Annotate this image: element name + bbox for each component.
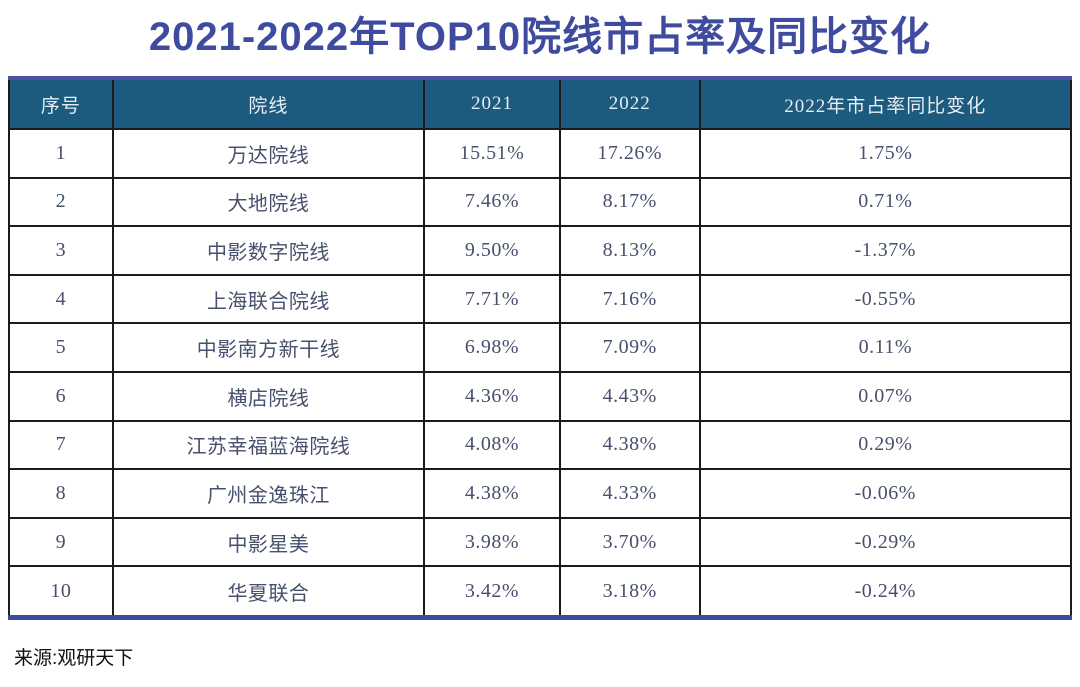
cell-2021-share: 4.38%: [423, 468, 561, 519]
cell-yoy-change: -0.55%: [698, 273, 1073, 325]
cell-rank: 1: [8, 128, 114, 179]
cell-yoy-change: 0.29%: [698, 419, 1073, 471]
column-header: 2022年市占率同比变化: [698, 80, 1073, 130]
cell-2022-share: 4.43%: [558, 370, 701, 422]
cell-cinema-chain: 万达院线: [111, 128, 426, 179]
column-header: 2021: [423, 80, 561, 130]
table-row: 1 万达院线 15.51% 17.26% 1.75%: [8, 128, 1073, 179]
cell-rank: 2: [8, 176, 114, 228]
column-header: 2022: [558, 80, 701, 130]
table-row: 3 中影数字院线 9.50% 8.13% -1.37%: [8, 225, 1073, 276]
cell-yoy-change: -0.24%: [698, 565, 1073, 615]
cell-cinema-chain: 江苏幸福蓝海院线: [111, 419, 426, 471]
cell-2022-share: 7.16%: [558, 273, 701, 325]
cell-cinema-chain: 上海联合院线: [111, 273, 426, 325]
cell-2021-share: 9.50%: [423, 225, 561, 276]
cell-yoy-change: 0.71%: [698, 176, 1073, 228]
cell-2021-share: 3.98%: [423, 516, 561, 568]
cell-yoy-change: -0.29%: [698, 516, 1073, 568]
table-row: 10 华夏联合 3.42% 3.18% -0.24%: [8, 565, 1073, 615]
cell-cinema-chain: 中影星美: [111, 516, 426, 568]
table-row: 6 横店院线 4.36% 4.43% 0.07%: [8, 370, 1073, 422]
column-header: 序号: [8, 80, 114, 130]
cell-cinema-chain: 华夏联合: [111, 565, 426, 615]
cell-yoy-change: 0.07%: [698, 370, 1073, 422]
table-row: 4 上海联合院线 7.71% 7.16% -0.55%: [8, 273, 1073, 325]
cell-2022-share: 3.18%: [558, 565, 701, 615]
cell-rank: 9: [8, 516, 114, 568]
cell-2021-share: 4.36%: [423, 370, 561, 422]
page-title: 2021-2022年TOP10院线市占率及同比变化: [148, 15, 932, 59]
cell-cinema-chain: 大地院线: [111, 176, 426, 228]
cell-cinema-chain: 中影南方新干线: [111, 322, 426, 373]
market-share-table: 序号 院线 2021 2022 2022年市占率同比变化 1 万达院线 15.51% 17.2…: [8, 80, 1073, 615]
table-row: 9 中影星美 3.98% 3.70% -0.29%: [8, 516, 1073, 568]
cell-2021-share: 15.51%: [423, 128, 561, 179]
table-row: 2 大地院线 7.46% 8.17% 0.71%: [8, 176, 1073, 228]
cell-rank: 3: [8, 225, 114, 276]
table-row: 5 中影南方新干线 6.98% 7.09% 0.11%: [8, 322, 1073, 373]
cell-2021-share: 7.46%: [423, 176, 561, 228]
cell-2022-share: 8.13%: [558, 225, 701, 276]
cell-rank: 5: [8, 322, 114, 373]
cell-2021-share: 6.98%: [423, 322, 561, 373]
cell-2022-share: 3.70%: [558, 516, 701, 568]
cell-yoy-change: -1.37%: [698, 225, 1073, 276]
cell-rank: 4: [8, 273, 114, 325]
cell-2021-share: 7.71%: [423, 273, 561, 325]
table-body: 1 万达院线 15.51% 17.26% 1.75% 2 大地院线 7.46% 8.17% 0.7…: [8, 128, 1073, 615]
table-row: 8 广州金逸珠江 4.38% 4.33% -0.06%: [8, 468, 1073, 519]
cell-rank: 10: [8, 565, 114, 615]
cell-2021-share: 4.08%: [423, 419, 561, 471]
cell-yoy-change: 1.75%: [698, 128, 1073, 179]
source-label: 来源:观研天下: [14, 648, 134, 669]
cell-rank: 7: [8, 419, 114, 471]
cell-cinema-chain: 中影数字院线: [111, 225, 426, 276]
cell-yoy-change: -0.06%: [698, 468, 1073, 519]
cell-rank: 8: [8, 468, 114, 519]
cell-cinema-chain: 广州金逸珠江: [111, 468, 426, 519]
table-header-row: 序号 院线 2021 2022 2022年市占率同比变化: [8, 80, 1073, 130]
cell-2022-share: 8.17%: [558, 176, 701, 228]
table-row: 7 江苏幸福蓝海院线 4.08% 4.38% 0.29%: [8, 419, 1073, 471]
cell-2022-share: 4.38%: [558, 419, 701, 471]
cell-yoy-change: 0.11%: [698, 322, 1073, 373]
cell-2022-share: 4.33%: [558, 468, 701, 519]
cell-rank: 6: [8, 370, 114, 422]
table-header: 序号 院线 2021 2022 2022年市占率同比变化: [8, 80, 1073, 130]
column-header: 院线: [111, 80, 426, 130]
market-share-table-container: 序号 院线 2021 2022 2022年市占率同比变化 1 万达院线 15.51% 17.2…: [8, 76, 1073, 620]
cell-2022-share: 17.26%: [558, 128, 701, 179]
cell-2022-share: 7.09%: [558, 322, 701, 373]
cell-2021-share: 3.42%: [423, 565, 561, 615]
cell-cinema-chain: 横店院线: [111, 370, 426, 422]
